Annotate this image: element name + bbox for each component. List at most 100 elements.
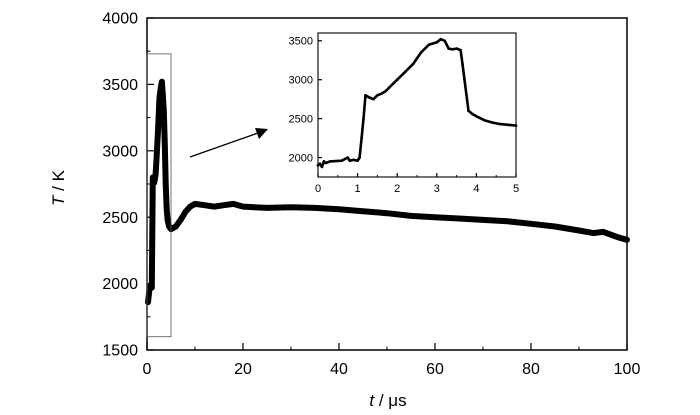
main-data-point bbox=[590, 230, 597, 236]
inset-data-point bbox=[498, 122, 502, 126]
inset-y-tick-label: 2000 bbox=[289, 152, 313, 164]
main-data-point bbox=[160, 92, 166, 98]
main-y-tick-label: 1500 bbox=[102, 343, 138, 360]
inset-data-point bbox=[455, 47, 458, 50]
main-x-tick-label: 100 bbox=[614, 361, 641, 378]
inset-data-point bbox=[490, 121, 494, 124]
main-data-point bbox=[149, 284, 155, 291]
inset-data-point bbox=[514, 124, 518, 127]
main-data-point bbox=[161, 108, 167, 114]
main-data-point bbox=[624, 237, 630, 243]
main-data-point bbox=[182, 209, 188, 215]
inset-data-point bbox=[471, 112, 474, 116]
inset-data-point bbox=[324, 161, 328, 165]
main-data-point bbox=[151, 180, 157, 186]
inset-series-line bbox=[316, 37, 518, 169]
inset-data-point bbox=[475, 114, 478, 118]
main-data-point bbox=[504, 218, 510, 224]
inset-data-point bbox=[322, 160, 326, 163]
inset-x-tick-label: 4 bbox=[473, 183, 479, 195]
x-axis-unit: / μs bbox=[374, 391, 406, 410]
main-data-point bbox=[145, 299, 151, 305]
zoom-region-box bbox=[146, 53, 172, 338]
inset-data-point bbox=[316, 164, 320, 167]
main-y-tick-label: 4000 bbox=[102, 11, 138, 28]
inset-data-point bbox=[356, 159, 359, 162]
inset-data-point bbox=[364, 93, 367, 97]
main-data-point bbox=[288, 204, 294, 210]
inset-data-point bbox=[360, 136, 363, 140]
main-data-point bbox=[173, 223, 179, 230]
inset-data-point bbox=[320, 165, 324, 169]
main-data-point bbox=[432, 214, 438, 220]
main-data-point bbox=[230, 201, 236, 207]
main-data-point bbox=[155, 128, 161, 134]
inset-y-tick-label: 2500 bbox=[289, 113, 313, 125]
main-data-point bbox=[159, 79, 165, 85]
inset-chart: 0 1 2 3 4 5 2000 2500 3000 3500 bbox=[289, 32, 520, 195]
main-data-point bbox=[408, 213, 414, 219]
inset-plot-area bbox=[317, 32, 517, 178]
main-data-point bbox=[456, 215, 462, 222]
main-data-point bbox=[178, 217, 184, 223]
inset-frame bbox=[317, 32, 517, 178]
main-x-tick-label: 0 bbox=[143, 361, 152, 378]
x-axis-title: t / μs bbox=[369, 391, 406, 410]
inset-data-point bbox=[467, 109, 470, 113]
inset-data-point bbox=[403, 70, 407, 74]
main-y-tick-label: 3000 bbox=[102, 143, 138, 160]
main-data-point bbox=[336, 206, 342, 212]
main-y-tick-label: 2500 bbox=[102, 210, 138, 227]
main-data-point bbox=[164, 206, 170, 212]
inset-data-point bbox=[447, 47, 450, 50]
main-data-point bbox=[153, 172, 159, 178]
inset-data-point bbox=[443, 39, 447, 43]
inset-data-point bbox=[340, 159, 344, 162]
inset-data-point bbox=[419, 51, 423, 54]
inset-data-point bbox=[411, 62, 415, 66]
inset-x-tick-label: 1 bbox=[355, 183, 361, 195]
inset-data-point bbox=[395, 78, 399, 82]
inset-data-series bbox=[316, 37, 518, 169]
inset-data-point bbox=[346, 156, 350, 159]
inset-data-point bbox=[391, 82, 395, 85]
main-data-point bbox=[360, 208, 366, 214]
main-data-point bbox=[202, 202, 208, 208]
main-series-line bbox=[145, 78, 630, 306]
inset-x-tick-label: 3 bbox=[434, 183, 440, 195]
inset-data-point bbox=[362, 117, 365, 120]
inset-data-point bbox=[459, 48, 462, 52]
main-x-tick-label: 80 bbox=[522, 361, 540, 378]
inset-data-point bbox=[387, 86, 391, 89]
inset-data-point bbox=[372, 97, 375, 101]
main-data-point bbox=[192, 201, 198, 207]
inset-x-tick-label: 5 bbox=[513, 183, 519, 195]
inset-data-point bbox=[483, 118, 486, 122]
inset-data-point bbox=[328, 160, 332, 163]
inset-data-point bbox=[451, 48, 454, 51]
main-data-point bbox=[240, 203, 246, 210]
inset-y-tick-label: 3500 bbox=[289, 36, 313, 48]
inset-data-point bbox=[427, 43, 431, 46]
main-data-point bbox=[528, 221, 534, 227]
y-axis-title: T / K bbox=[49, 169, 68, 206]
main-data-point bbox=[165, 217, 171, 223]
main-x-tick-label: 40 bbox=[330, 361, 348, 378]
main-data-point bbox=[312, 205, 318, 211]
inset-data-point bbox=[380, 92, 383, 96]
inset-axis-ticks: 0 1 2 3 4 5 2000 2500 3000 3500 bbox=[289, 36, 520, 195]
main-frame bbox=[146, 17, 628, 351]
inset-y-tick-label: 3000 bbox=[289, 75, 313, 87]
main-x-tick-label: 20 bbox=[234, 361, 252, 378]
main-y-tick-label: 3500 bbox=[102, 77, 138, 94]
inset-data-point bbox=[376, 93, 379, 97]
main-data-point bbox=[158, 84, 164, 90]
main-data-point bbox=[576, 227, 582, 234]
main-x-tick-label: 60 bbox=[426, 361, 444, 378]
main-data-point bbox=[264, 205, 270, 211]
main-data-point bbox=[600, 229, 606, 235]
y-axis-unit: / K bbox=[49, 169, 68, 195]
inset-x-tick-label: 2 bbox=[394, 183, 400, 195]
